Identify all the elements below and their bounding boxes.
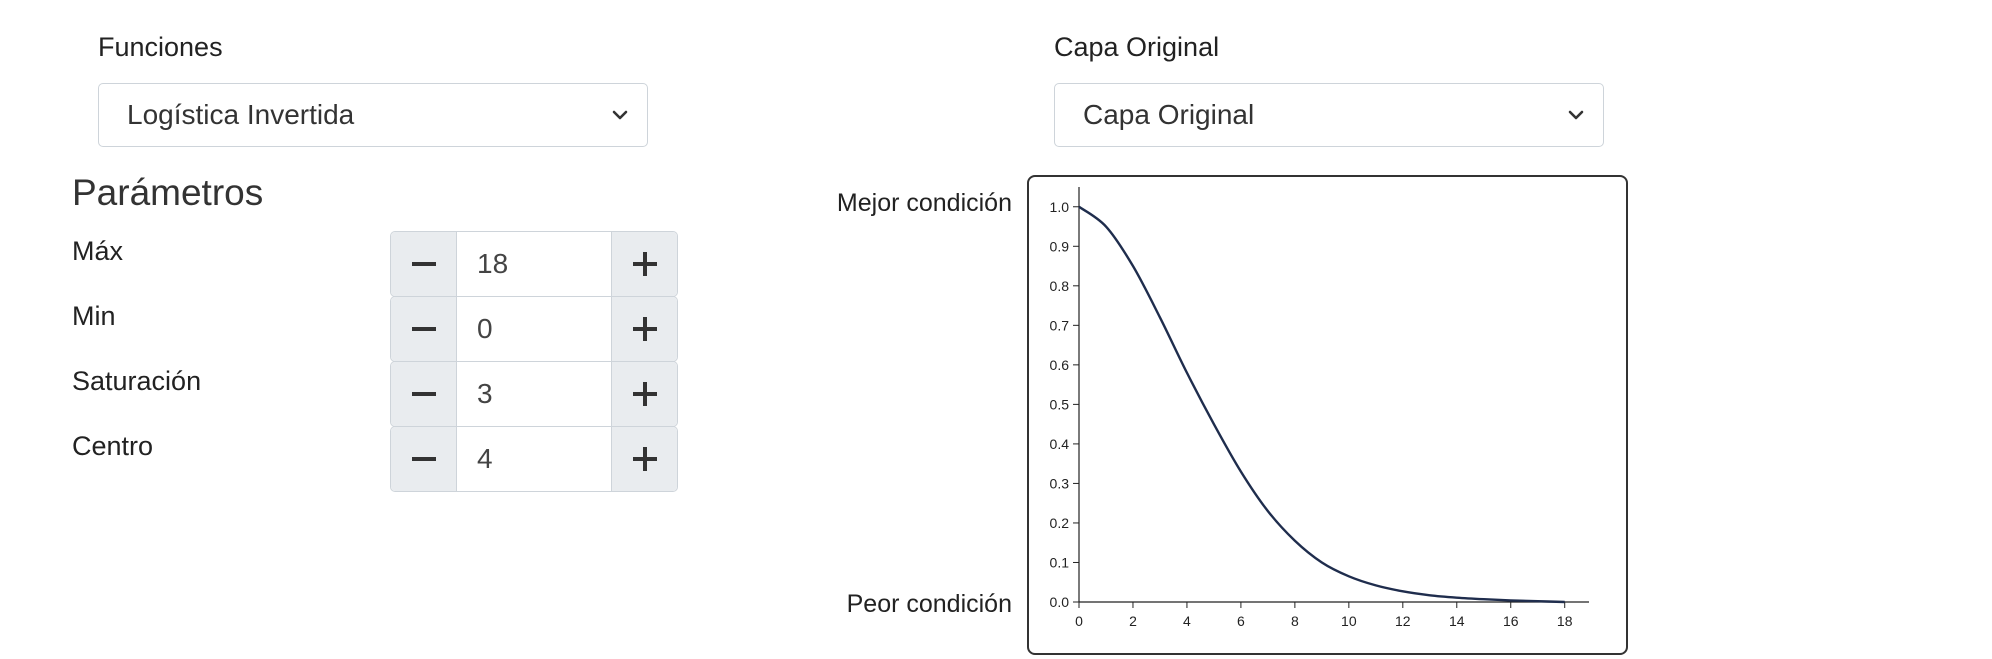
x-tick-label: 4 [1183, 613, 1191, 629]
param-label-saturacion: Saturación [72, 366, 202, 396]
min-input[interactable]: 0 [477, 313, 493, 344]
y-tick-label: 1.0 [1050, 199, 1070, 215]
saturacion-input[interactable]: 3 [477, 378, 493, 409]
increment-button[interactable] [611, 362, 677, 426]
y-tick-label: 0.4 [1050, 436, 1070, 452]
y-tick-label: 0.7 [1050, 317, 1070, 333]
x-tick-label: 8 [1291, 613, 1299, 629]
increment-button[interactable] [611, 232, 677, 296]
y-tick-label: 0.3 [1050, 475, 1070, 491]
decrement-button[interactable] [391, 297, 457, 361]
x-tick-label: 6 [1237, 613, 1245, 629]
x-tick-label: 12 [1395, 613, 1411, 629]
x-tick-label: 18 [1557, 613, 1573, 629]
y-tick-label: 0.0 [1050, 594, 1070, 610]
plus-icon [632, 447, 657, 471]
param-label-centro: Centro [72, 431, 154, 461]
series-line [1078, 205, 1565, 604]
y-tick-label: 0.2 [1050, 515, 1070, 531]
y-tick-label: 0.8 [1050, 278, 1070, 294]
max-input[interactable]: 18 [477, 248, 509, 279]
min-stepper: 0 [390, 296, 678, 362]
x-tick-label: 16 [1503, 613, 1519, 629]
param-label-min: Min [72, 301, 116, 331]
function-chart-svg: 0.0 0.1 0.2 0.3 0.4 0.5 0.6 0.7 0.8 0.9 1.0 0 2 4 6 8 10… [1050, 187, 1589, 629]
minus-icon [411, 457, 436, 461]
y-tick-label: 0.6 [1050, 357, 1070, 373]
function-chart: 0.0 0.1 0.2 0.3 0.4 0.5 0.6 0.7 0.8 0.9 1.0 0 2 4 6 8 10… [1027, 175, 1628, 655]
increment-button[interactable] [611, 427, 677, 491]
parametros-title: Parámetros [72, 172, 264, 213]
saturacion-stepper: 3 [390, 361, 678, 427]
minus-icon [411, 327, 436, 331]
decrement-button[interactable] [391, 232, 457, 296]
funciones-select[interactable]: Logística Invertida [98, 83, 648, 147]
chevron-down-icon [1568, 110, 1584, 120]
x-tick-label: 2 [1129, 613, 1137, 629]
centro-input[interactable]: 4 [477, 443, 493, 474]
y-tick-label: 0.9 [1050, 238, 1070, 254]
capa-selected-value: Capa Original [1083, 99, 1255, 130]
x-tick-label: 14 [1449, 613, 1465, 629]
y-tick-label: 0.5 [1050, 396, 1070, 412]
best-condition-label: Mejor condición [836, 189, 1012, 217]
plus-icon [632, 252, 657, 276]
plus-icon [632, 317, 657, 341]
x-tick-label: 0 [1075, 613, 1083, 629]
y-tick-label: 0.1 [1050, 554, 1070, 570]
minus-icon [411, 262, 436, 266]
plus-icon [632, 382, 657, 406]
centro-stepper: 4 [390, 426, 678, 492]
capa-label: Capa Original [1054, 32, 1220, 62]
capa-select[interactable]: Capa Original [1054, 83, 1604, 147]
decrement-button[interactable] [391, 427, 457, 491]
worst-condition-label: Peor condición [846, 590, 1012, 618]
funciones-selected-value: Logística Invertida [127, 99, 355, 130]
increment-button[interactable] [611, 297, 677, 361]
param-label-max: Máx [72, 236, 124, 266]
decrement-button[interactable] [391, 362, 457, 426]
x-tick-label: 10 [1341, 613, 1357, 629]
chevron-down-icon [612, 110, 628, 120]
minus-icon [411, 392, 436, 396]
funciones-label: Funciones [98, 32, 223, 62]
max-stepper: 18 [390, 231, 678, 297]
